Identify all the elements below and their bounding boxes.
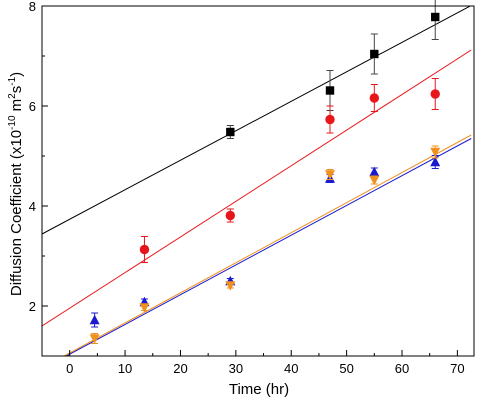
y-axis-title-part: -10	[7, 115, 18, 130]
y-axis-title-part: )	[8, 72, 25, 77]
axis-layer: 0 10 20 30 40 50 60 70 2 4 6 8	[29, 0, 475, 376]
data-point-s1-1	[226, 127, 235, 137]
data-point-s1-2	[325, 86, 335, 95]
data-point-s3-1	[89, 314, 100, 325]
data-point-s4-5	[369, 175, 380, 186]
y-tick-label: 2	[29, 299, 36, 314]
y-axis-title-part: s	[8, 86, 25, 94]
data-point-s3-6	[430, 156, 441, 167]
data-point-s4-2	[139, 303, 150, 313]
x-tick-label: 40	[284, 361, 298, 376]
y-tick-label: 4	[29, 199, 36, 214]
x-tick-label: 20	[173, 361, 187, 376]
data-point-s4-1	[89, 334, 100, 344]
fit-line-4	[63, 134, 472, 356]
plot-layer	[42, 0, 472, 356]
x-tick-label: 0	[66, 361, 73, 376]
data-point-s2-1	[139, 244, 150, 255]
y-axis-title: Diffusion Coefficient (x10-10 m2s-1)	[7, 72, 25, 296]
data-point-s3-5	[369, 166, 380, 177]
y-axis-title-part: m	[8, 99, 25, 116]
x-axis-title: Time (hr)	[229, 381, 289, 398]
data-point-s1-3	[370, 49, 379, 59]
fit-line-3	[66, 138, 472, 356]
plot-frame	[41, 5, 475, 357]
data-point-s2-3	[325, 114, 335, 125]
x-tick-label: 30	[229, 361, 243, 376]
x-tick-label: 10	[118, 361, 132, 376]
data-point-s4-3	[225, 281, 236, 291]
data-point-s2-2	[225, 210, 236, 221]
data-point-s2-5	[430, 89, 440, 99]
y-axis-title-part: -1	[7, 76, 18, 85]
fit-line-1	[42, 6, 472, 235]
fit-line-2	[42, 49, 472, 327]
y-tick-label: 6	[29, 99, 36, 114]
data-point-s4-4	[325, 170, 335, 180]
x-tick-label: 60	[395, 361, 409, 376]
data-point-s4-6	[430, 147, 441, 158]
y-tick-label: 8	[29, 0, 36, 14]
x-tick-label: 50	[339, 361, 353, 376]
y-axis-title-part: Diffusion Coefficient (x10	[8, 130, 25, 296]
y-axis-title-part: 2	[7, 93, 18, 99]
data-point-s2-4	[369, 93, 380, 103]
x-tick-label: 70	[450, 361, 464, 376]
data-point-s1-4	[431, 12, 440, 22]
